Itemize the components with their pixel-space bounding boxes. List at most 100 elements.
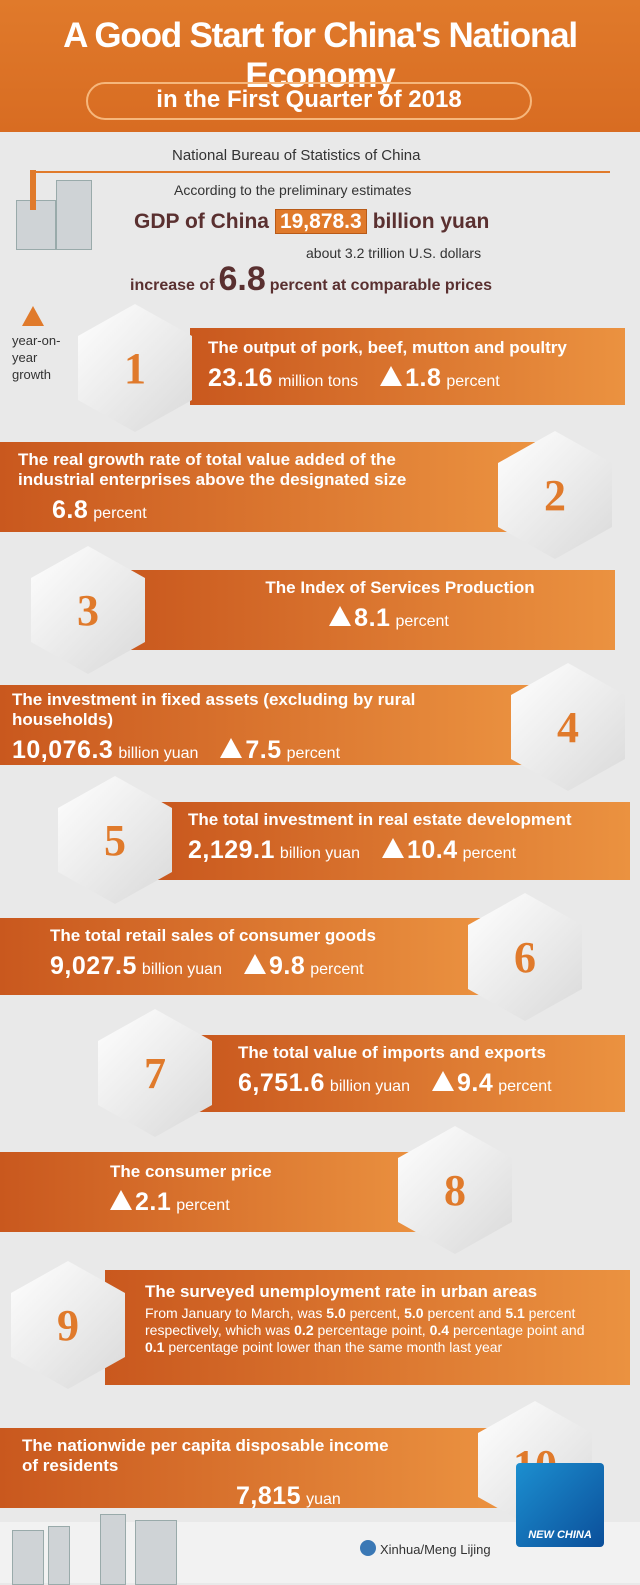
item-text: The total investment in real estate deve… (188, 810, 628, 865)
item-title: The surveyed unemployment rate in urban … (145, 1282, 538, 1301)
gdp-label: GDP of China (134, 210, 269, 233)
description-part: 0.4 (429, 1322, 450, 1338)
legend: year-on-year growth (12, 333, 61, 382)
increase-post: percent at comparable prices (269, 277, 493, 294)
gdp-line: GDP of China 19,878.3 billion yuan (134, 209, 489, 234)
item-number: 4 (511, 663, 625, 791)
item-text: The surveyed unemployment rate in urban … (145, 1282, 605, 1356)
growth-triangle (431, 1071, 454, 1091)
item-title: The consumer price (110, 1162, 272, 1181)
item-unit: billion yuan (329, 1078, 410, 1095)
description-part: percentage point and (449, 1322, 585, 1338)
subtitle: in the First Quarter of 2018 (156, 86, 462, 113)
item-title: The real growth rate of total value adde… (18, 450, 407, 489)
item-number: 8 (398, 1126, 512, 1254)
item-band (105, 1270, 630, 1385)
item-band (0, 685, 535, 765)
usd: about 3.2 trillion U.S. dollars (306, 245, 482, 261)
item-value: 2,129.1 (188, 836, 275, 864)
header-band (0, 0, 640, 132)
description-part: 5.0 (326, 1305, 346, 1321)
item-growth: 2.1 (135, 1188, 172, 1216)
description-part: percent and (423, 1305, 506, 1321)
item-value: 23.16 (208, 364, 274, 392)
item-text: The real growth rate of total value adde… (18, 450, 458, 525)
item-number: 6 (468, 893, 582, 1021)
item-growth-unit: percent (498, 1078, 552, 1095)
description-part: percentage point, (313, 1322, 430, 1338)
item-number: 1 (78, 304, 192, 432)
item-growth: 10.4 (406, 836, 458, 864)
item-growth-unit: percent (395, 613, 449, 630)
description-part: percent, (345, 1305, 405, 1321)
logo: NEW CHINA (516, 1463, 604, 1547)
item-growth: 9.4 (456, 1069, 494, 1097)
description-part: 0.1 (145, 1339, 165, 1355)
item-values: 7,815 yuan (22, 1482, 402, 1511)
item-text: The output of pork, beef, mutton and pou… (208, 338, 618, 393)
item-text: The total value of imports and exports 6,… (238, 1043, 618, 1098)
increase-pre: increase of (130, 277, 215, 294)
note: According to the preliminary estimates (174, 182, 412, 198)
item-values: 23.16 million tons 1.8 percent (208, 364, 618, 393)
item-band (120, 570, 615, 650)
description-part: percent respectively, which was (145, 1305, 576, 1338)
item-unit: million tons (278, 373, 359, 390)
description-part: From January to March, was (145, 1305, 327, 1321)
item-growth-unit: percent (310, 961, 364, 978)
gdp-value: 19,878.3 (274, 209, 367, 234)
rule (34, 171, 610, 173)
item-values: 10,076.3 billion yuan 7.5 percent (12, 736, 492, 765)
item-value: 6.8 (52, 496, 89, 524)
building-icon (16, 200, 56, 250)
item-band (0, 442, 535, 532)
item-text: The investment in fixed assets (excludin… (12, 690, 492, 765)
item-text: The Index of Services Production 8.1 perce… (200, 578, 600, 633)
description-part: 5.0 (404, 1305, 424, 1321)
item-title: The total value of imports and exports (238, 1043, 546, 1062)
description-part: 0.2 (294, 1322, 314, 1338)
growth-triangle (220, 738, 243, 758)
item-title: The Index of Services Production (265, 578, 535, 597)
item-value: 6,751.6 (238, 1069, 325, 1097)
item-title: The total retail sales of consumer goods (50, 926, 376, 945)
item-growth: 1.8 (405, 364, 442, 392)
item-band (195, 1035, 625, 1112)
item-band (190, 328, 625, 405)
growth-triangle (381, 838, 404, 858)
item-title: The nationwide per capita disposable inc… (22, 1436, 389, 1475)
credit: Xinhua/Meng Lijing (380, 1542, 491, 1557)
item-growth-unit: percent (286, 745, 341, 762)
item-band (0, 1152, 430, 1232)
item-values: 8.1 percent (200, 604, 600, 633)
item-growth-unit: percent (176, 1197, 230, 1214)
description-part: percentage point lower than the same mon… (164, 1339, 503, 1355)
flag-pole (30, 170, 36, 210)
item-number: 9 (11, 1261, 125, 1389)
building-icon (48, 1526, 70, 1585)
building-icon (12, 1530, 44, 1585)
item-band (0, 1428, 500, 1508)
item-values: 2,129.1 billion yuan 10.4 percent (188, 836, 628, 865)
legend-triangle (22, 306, 44, 326)
item-growth-unit: percent (462, 845, 517, 862)
growth-triangle (329, 606, 352, 626)
growth-triangle (110, 1190, 132, 1210)
item-value: 10,076.3 (12, 736, 114, 764)
item-description: From January to March, was 5.0 percent, … (145, 1305, 605, 1356)
item-values: 9,027.5 billion yuan 9.8 percent (50, 952, 470, 981)
building-icon (56, 180, 92, 250)
increase-line: increase of 6.8 percent at comparable pric… (130, 260, 492, 299)
item-growth: 8.1 (354, 604, 391, 632)
description-part: 5.1 (505, 1305, 525, 1321)
credit-icon (360, 1540, 376, 1556)
item-title: The total investment in real estate deve… (188, 810, 572, 829)
growth-triangle (380, 366, 403, 386)
source: National Bureau of Statistics of China (172, 147, 421, 164)
item-values: 6.8 percent (18, 496, 458, 525)
item-unit: yuan (306, 1491, 341, 1508)
item-unit: billion yuan (279, 845, 360, 862)
building-icon (100, 1514, 126, 1585)
item-text: The consumer price 2.1 percent (110, 1162, 370, 1217)
